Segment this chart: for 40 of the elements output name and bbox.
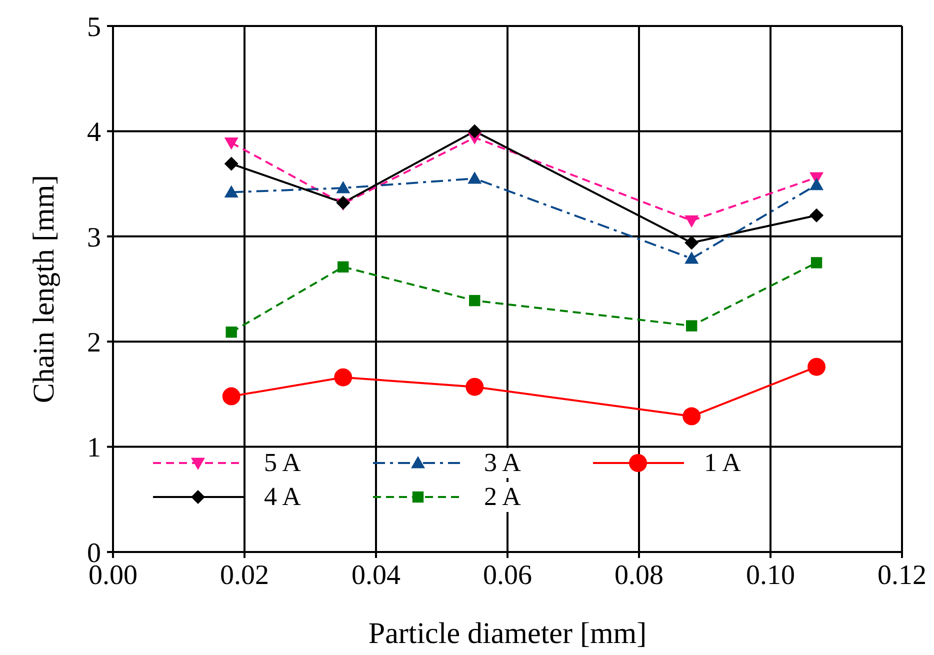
point — [336, 196, 350, 210]
y-tick-label: 3 — [87, 222, 101, 254]
legend-label: 4 A — [260, 482, 305, 512]
point — [810, 178, 824, 190]
point — [686, 320, 698, 332]
point — [224, 156, 238, 171]
point — [682, 407, 701, 426]
point — [466, 378, 484, 396]
x-tick-label: 0.06 — [483, 560, 532, 591]
x-tick-label: 0.04 — [352, 560, 400, 591]
point — [684, 236, 699, 250]
point — [810, 257, 822, 268]
y-tick-label: 4 — [87, 117, 101, 148]
point — [468, 172, 482, 184]
legend-label: 2 A — [480, 482, 525, 512]
point — [222, 387, 240, 406]
point — [469, 294, 480, 306]
point — [468, 124, 482, 138]
y-axis-title: Chain length [mm] — [28, 174, 60, 404]
x-tick-label: 0.08 — [614, 560, 664, 591]
y-tick-label: 5 — [87, 12, 101, 43]
point — [810, 208, 824, 222]
point — [808, 358, 826, 376]
point — [338, 261, 349, 273]
point — [334, 368, 352, 386]
point — [336, 181, 350, 194]
x-tick-label: 0.02 — [220, 560, 269, 591]
point — [224, 138, 238, 150]
y-tick-label: 2 — [87, 328, 101, 359]
x-tick-label: 0.12 — [878, 560, 926, 591]
legend-label: 3 A — [480, 448, 525, 478]
point — [224, 185, 238, 198]
point — [684, 251, 699, 264]
x-axis-title: Particle diameter [mm] — [368, 617, 647, 650]
point — [226, 326, 237, 338]
x-tick-label: 0.10 — [746, 560, 795, 591]
legend-label: 5 A — [260, 448, 305, 478]
point — [684, 215, 699, 228]
legend-label: 1 A — [700, 448, 745, 478]
y-tick-label: 1 — [87, 432, 101, 464]
